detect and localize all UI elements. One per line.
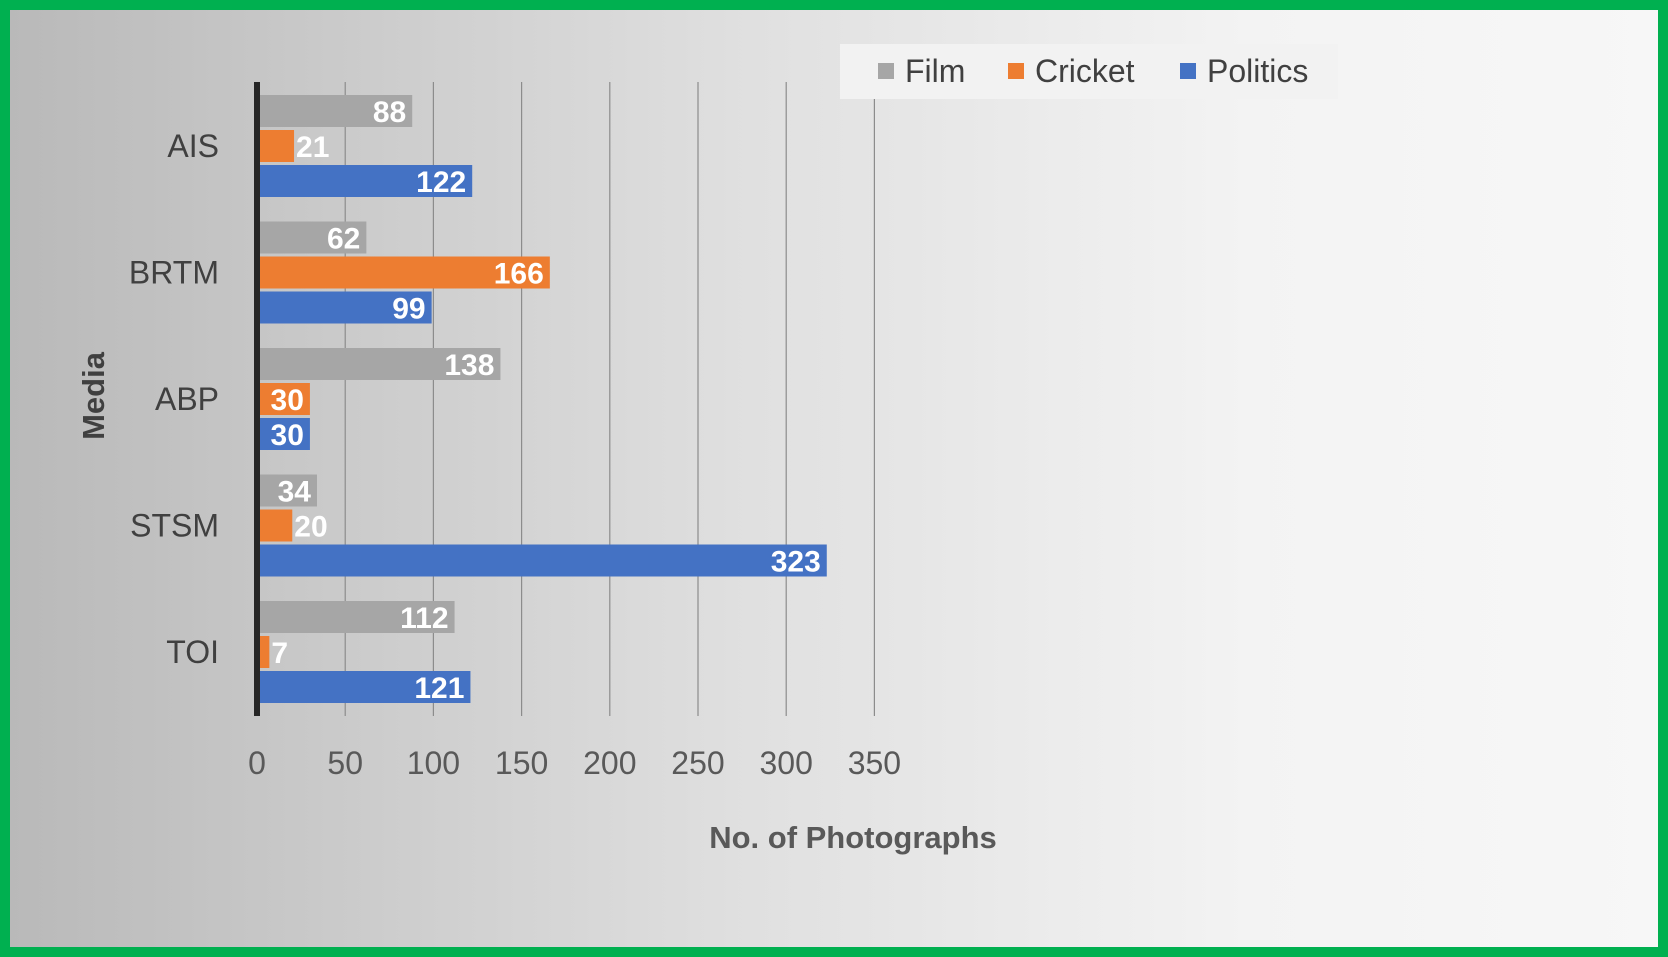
data-label-toi-politics: 121: [414, 672, 464, 705]
legend-background: [840, 44, 1338, 99]
bar-stsm-politics: [257, 544, 827, 577]
legend-swatch-cricket: [1008, 63, 1024, 79]
bar-ais-politics: [257, 165, 473, 197]
bar-abp-film: [257, 348, 501, 380]
x-axis-title: No. of Photographs: [709, 820, 997, 855]
data-label-stsm-politics: 323: [771, 546, 821, 579]
data-label-ais-cricket: 21: [296, 131, 329, 164]
y-category-label-toi: TOI: [166, 634, 219, 670]
data-label-brtm-film: 62: [327, 223, 360, 256]
legend-swatch-film: [878, 63, 894, 79]
legend-label-cricket: Cricket: [1035, 53, 1135, 89]
x-tick-label-300: 300: [760, 745, 813, 781]
bar-toi-cricket: [257, 636, 270, 668]
legend-label-film: Film: [905, 53, 965, 89]
legend-swatch-politics: [1180, 63, 1196, 79]
legend: Film Cricket Politics: [840, 44, 1338, 99]
bar-ais-cricket: [257, 130, 295, 162]
x-tick-label-200: 200: [583, 745, 636, 781]
x-tick-label-350: 350: [848, 745, 901, 781]
bar-brtm-cricket: [257, 256, 550, 289]
bar-abp-cricket: [257, 383, 310, 415]
x-tick-label-0: 0: [248, 745, 266, 781]
bar-brtm-film: [257, 221, 367, 254]
x-axis-tick-labels: 0 50 100 150 200 250 300 350: [248, 745, 901, 781]
x-tick-label-100: 100: [407, 745, 460, 781]
y-category-label-brtm: BRTM: [129, 255, 219, 291]
data-label-toi-cricket: 7: [271, 637, 288, 670]
y-category-label-ais: AIS: [167, 128, 219, 164]
data-label-toi-film: 112: [400, 602, 448, 635]
y-axis-category-labels: AIS BRTM ABP STSM TOI: [129, 128, 219, 670]
data-label-ais-politics: 122: [416, 166, 466, 199]
x-tick-label-50: 50: [327, 745, 363, 781]
bar-toi-film: [257, 601, 455, 633]
data-label-abp-film: 138: [444, 349, 494, 382]
data-label-brtm-politics: 99: [392, 293, 425, 326]
bar-stsm-cricket: [257, 509, 293, 542]
data-label-abp-politics: 30: [271, 419, 304, 452]
legend-label-politics: Politics: [1207, 53, 1308, 89]
data-label-stsm-film: 34: [278, 476, 312, 509]
data-label-abp-cricket: 30: [271, 384, 304, 417]
bar-abp-politics: [257, 418, 310, 450]
bar-stsm-film: [257, 474, 317, 507]
x-tick-label-250: 250: [671, 745, 724, 781]
data-label-stsm-cricket: 20: [294, 511, 327, 544]
y-category-label-stsm: STSM: [130, 508, 219, 544]
y-axis-title: Media: [76, 351, 111, 440]
bars: [257, 95, 827, 703]
x-tick-label-150: 150: [495, 745, 548, 781]
bar-brtm-politics: [257, 291, 432, 324]
data-label-brtm-cricket: 166: [494, 258, 544, 291]
y-category-label-abp: ABP: [155, 381, 219, 417]
bar-ais-film: [257, 95, 413, 127]
data-label-ais-film: 88: [373, 96, 406, 129]
bar-toi-politics: [257, 671, 471, 703]
